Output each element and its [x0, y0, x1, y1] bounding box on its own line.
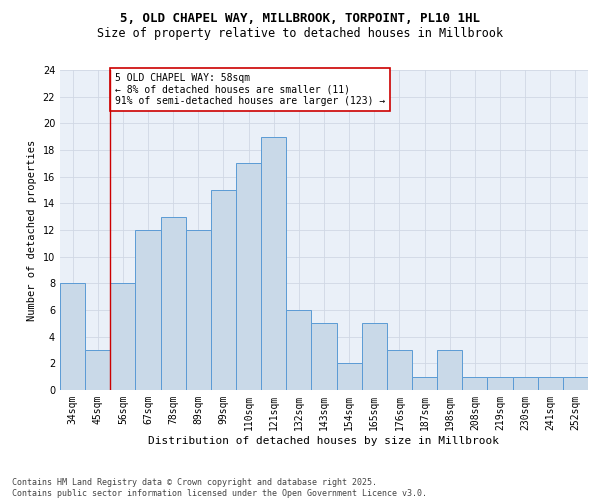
- Bar: [110, 284, 136, 390]
- Text: Contains HM Land Registry data © Crown copyright and database right 2025.
Contai: Contains HM Land Registry data © Crown c…: [12, 478, 427, 498]
- Bar: [236, 164, 261, 390]
- Bar: [261, 136, 286, 390]
- Text: 5, OLD CHAPEL WAY, MILLBROOK, TORPOINT, PL10 1HL: 5, OLD CHAPEL WAY, MILLBROOK, TORPOINT, …: [120, 12, 480, 26]
- Bar: [538, 376, 563, 390]
- Bar: [487, 376, 512, 390]
- Bar: [437, 350, 462, 390]
- Y-axis label: Number of detached properties: Number of detached properties: [27, 140, 37, 320]
- X-axis label: Distribution of detached houses by size in Millbrook: Distribution of detached houses by size …: [149, 436, 499, 446]
- Bar: [462, 376, 487, 390]
- Bar: [186, 230, 211, 390]
- Bar: [362, 324, 387, 390]
- Bar: [85, 350, 110, 390]
- Bar: [337, 364, 362, 390]
- Bar: [563, 376, 588, 390]
- Bar: [412, 376, 437, 390]
- Bar: [136, 230, 161, 390]
- Bar: [161, 216, 186, 390]
- Bar: [387, 350, 412, 390]
- Bar: [512, 376, 538, 390]
- Bar: [311, 324, 337, 390]
- Text: 5 OLD CHAPEL WAY: 58sqm
← 8% of detached houses are smaller (11)
91% of semi-det: 5 OLD CHAPEL WAY: 58sqm ← 8% of detached…: [115, 72, 386, 106]
- Bar: [60, 284, 85, 390]
- Text: Size of property relative to detached houses in Millbrook: Size of property relative to detached ho…: [97, 28, 503, 40]
- Bar: [211, 190, 236, 390]
- Bar: [286, 310, 311, 390]
